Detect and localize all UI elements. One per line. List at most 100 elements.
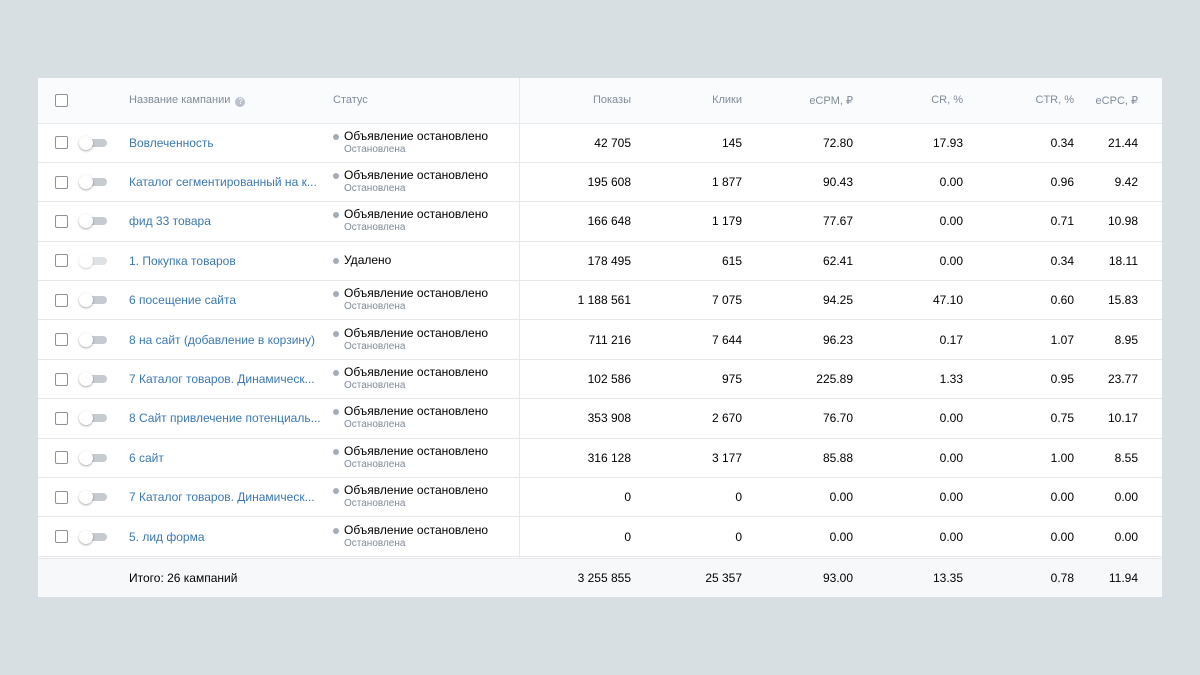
- row-toggle-cell[interactable]: [75, 438, 129, 479]
- campaign-name-link[interactable]: 8 на сайт (добавление в корзину): [129, 332, 316, 347]
- row-checkbox[interactable]: [55, 451, 68, 465]
- header-ecpm[interactable]: eCPM, ₽: [742, 78, 853, 124]
- row-toggle-cell[interactable]: [75, 477, 129, 518]
- header-clicks[interactable]: Клики: [631, 78, 742, 124]
- campaign-name-link[interactable]: 7 Каталог товаров. Динамическ...: [129, 490, 315, 505]
- table-row[interactable]: 6 посещение сайта Объявление остановлено О…: [38, 280, 1162, 321]
- header-cr-label[interactable]: CR, %: [931, 94, 963, 107]
- campaign-name-link[interactable]: Вовлеченность: [129, 135, 214, 150]
- header-ecpc[interactable]: eCPC, ₽: [1074, 78, 1162, 124]
- table-row[interactable]: 1. Покупка товаров Удалено 178 495 615 62.41…: [38, 241, 1162, 282]
- header-status-label[interactable]: Статус: [333, 94, 368, 107]
- header-shows-label[interactable]: Показы: [592, 94, 631, 107]
- campaign-name-link[interactable]: 7 Каталог товаров. Динамическ...: [129, 372, 315, 387]
- table-row[interactable]: 8 на сайт (добавление в корзину) Объявлен…: [38, 319, 1162, 360]
- row-toggle-cell[interactable]: [75, 319, 129, 360]
- row-toggle-cell[interactable]: [75, 123, 129, 163]
- table-row[interactable]: 8 Сайт привлечение потенциаль... Объявлен…: [38, 398, 1162, 439]
- header-name-label[interactable]: Название кампании: [129, 93, 231, 106]
- table-row[interactable]: 6 сайт Объявление остановлено Остановлена 3…: [38, 438, 1162, 479]
- row-toggle-cell[interactable]: [75, 241, 129, 282]
- select-all-checkbox[interactable]: [55, 93, 68, 107]
- row-toggle-cell[interactable]: [75, 398, 129, 439]
- header-status[interactable]: Статус: [333, 78, 519, 124]
- row-name-cell: 5. лид форма: [129, 516, 333, 557]
- campaign-toggle[interactable]: [79, 529, 107, 544]
- row-checkbox[interactable]: [55, 175, 68, 189]
- toggle-knob: [79, 135, 93, 150]
- row-checkbox[interactable]: [55, 254, 68, 268]
- status-text: Объявление остановлено: [344, 443, 489, 458]
- header-ecpc-label[interactable]: eCPC, ₽: [1095, 94, 1138, 107]
- row-toggle-cell[interactable]: [75, 162, 129, 203]
- table-row[interactable]: 5. лид форма Объявление остановлено Остано…: [38, 516, 1162, 557]
- shows-value: 0: [518, 477, 631, 518]
- row-checkbox[interactable]: [55, 214, 68, 228]
- campaign-name-link[interactable]: Каталог сегментированный на к...: [129, 175, 317, 190]
- campaign-toggle[interactable]: [79, 490, 107, 505]
- campaign-toggle[interactable]: [79, 253, 107, 268]
- campaign-toggle[interactable]: [79, 175, 107, 190]
- row-checkbox[interactable]: [55, 372, 68, 386]
- campaign-toggle[interactable]: [79, 214, 107, 229]
- campaign-toggle[interactable]: [79, 135, 107, 150]
- row-select-cell[interactable]: [38, 319, 75, 360]
- row-name-cell: фид 33 товара: [129, 201, 333, 242]
- ecpm-value: 72.80: [742, 123, 853, 163]
- header-ecpm-label[interactable]: eCPM, ₽: [809, 94, 853, 107]
- campaign-name-link[interactable]: 6 посещение сайта: [129, 293, 237, 308]
- header-clicks-label[interactable]: Клики: [712, 94, 742, 107]
- campaign-name-link[interactable]: 6 сайт: [129, 450, 164, 465]
- row-toggle-cell[interactable]: [75, 516, 129, 557]
- header-ctr[interactable]: CTR, %: [963, 78, 1075, 124]
- row-select-cell[interactable]: [38, 280, 75, 321]
- table-row[interactable]: 7 Каталог товаров. Динамическ... Объявлен…: [38, 477, 1162, 518]
- header-select-all[interactable]: [38, 78, 75, 124]
- status-text: Объявление остановлено: [344, 168, 489, 183]
- row-checkbox[interactable]: [55, 136, 68, 150]
- campaign-name-link[interactable]: 1. Покупка товаров: [129, 253, 236, 268]
- campaign-name-link[interactable]: 8 Сайт привлечение потенциаль...: [129, 411, 321, 426]
- row-select-cell[interactable]: [38, 398, 75, 439]
- table-row[interactable]: Каталог сегментированный на к... Объявлен…: [38, 162, 1162, 203]
- table-row[interactable]: 7 Каталог товаров. Динамическ... Объявлен…: [38, 359, 1162, 400]
- substatus-text: Остановлена: [344, 458, 406, 470]
- campaign-toggle[interactable]: [79, 411, 107, 426]
- row-name-cell: 7 Каталог товаров. Динамическ...: [129, 477, 333, 518]
- row-select-cell[interactable]: [38, 241, 75, 282]
- table-row[interactable]: Вовлеченность Объявление остановлено Остан…: [38, 123, 1162, 163]
- row-select-cell[interactable]: [38, 123, 75, 163]
- toggle-track: [83, 178, 107, 187]
- row-status-cell: Объявление остановлено Остановлена: [333, 162, 519, 203]
- row-checkbox[interactable]: [55, 530, 68, 544]
- row-checkbox[interactable]: [55, 333, 68, 347]
- row-select-cell[interactable]: [38, 201, 75, 242]
- row-select-cell[interactable]: [38, 162, 75, 203]
- row-checkbox[interactable]: [55, 293, 68, 307]
- row-select-cell[interactable]: [38, 438, 75, 479]
- row-select-cell[interactable]: [38, 359, 75, 400]
- row-select-cell[interactable]: [38, 477, 75, 518]
- header-shows[interactable]: Показы: [518, 78, 631, 124]
- clicks-value: 1 877: [631, 162, 742, 203]
- header-ctr-label[interactable]: CTR, %: [1035, 94, 1075, 107]
- campaign-name-link[interactable]: 5. лид форма: [129, 529, 205, 544]
- row-checkbox[interactable]: [55, 411, 68, 425]
- campaign-toggle[interactable]: [79, 332, 107, 347]
- campaign-name-link[interactable]: фид 33 товара: [129, 214, 211, 229]
- campaign-toggle[interactable]: [79, 372, 107, 387]
- header-cr[interactable]: CR, %: [853, 78, 963, 124]
- header-name[interactable]: Название кампании ?: [129, 78, 333, 124]
- row-toggle-cell[interactable]: [75, 280, 129, 321]
- row-checkbox[interactable]: [55, 490, 68, 504]
- campaign-toggle[interactable]: [79, 293, 107, 308]
- totals-shows: 3 255 855: [519, 559, 632, 597]
- table-row[interactable]: фид 33 товара Объявление остановлено Остан…: [38, 201, 1162, 242]
- row-toggle-cell[interactable]: [75, 201, 129, 242]
- ecpm-value: 76.70: [742, 398, 853, 439]
- help-icon[interactable]: ?: [235, 96, 246, 107]
- row-select-cell[interactable]: [38, 516, 75, 557]
- row-toggle-cell[interactable]: [75, 359, 129, 400]
- ctr-value: 0.00: [963, 516, 1074, 557]
- campaign-toggle[interactable]: [79, 450, 107, 465]
